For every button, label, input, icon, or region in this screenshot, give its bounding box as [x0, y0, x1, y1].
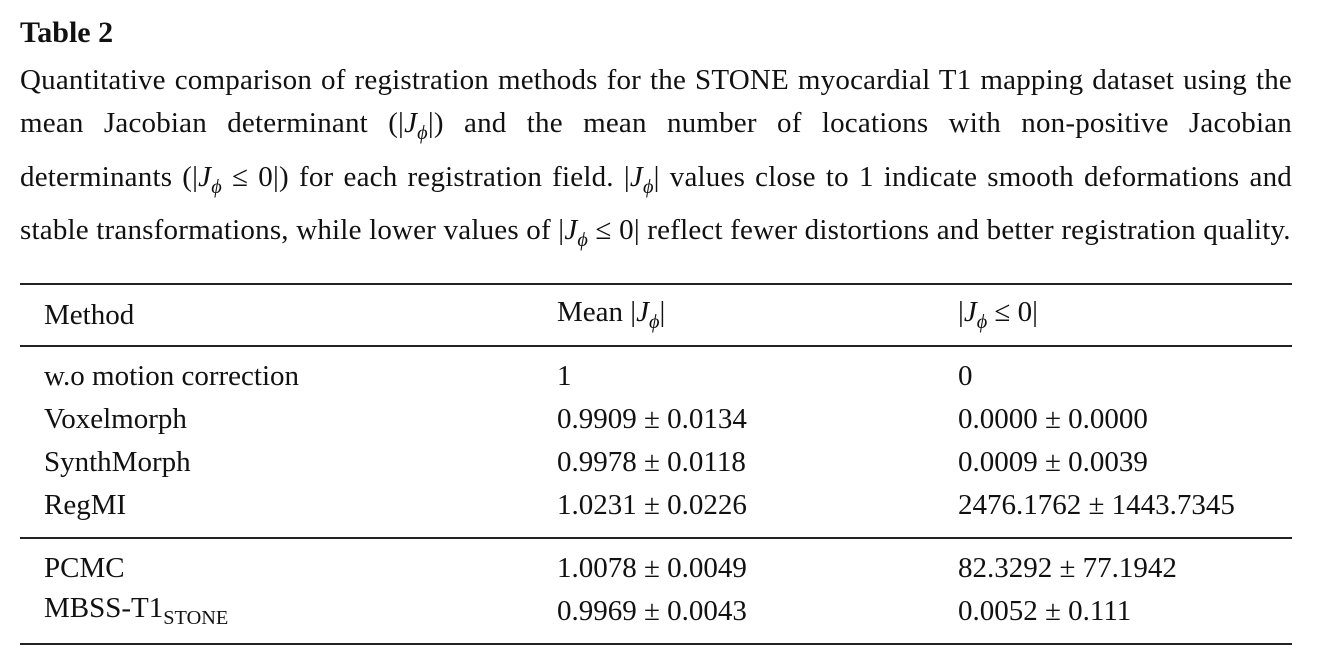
text-run: Quantitative comparison of registration … [20, 64, 1292, 140]
header-row: Method Mean |Jϕ| |Jϕ ≤ 0| [20, 283, 1292, 347]
text-run: SynthMorph [44, 446, 191, 478]
symbol: J [963, 295, 977, 328]
text-run: Mean | [557, 295, 637, 328]
text-run: 2476.1762 ± 1443.7345 [958, 489, 1235, 521]
text-run: | [659, 295, 666, 328]
subscript: ϕ [211, 175, 222, 198]
symbol: MBSS-T1 [44, 592, 164, 625]
subscript: ϕ [976, 311, 988, 334]
table-cell: Voxelmorph [20, 398, 557, 441]
subscript: STONE [163, 607, 229, 630]
text-run: Method [44, 298, 135, 331]
text-run: 0.9969 ± 0.0043 [557, 595, 747, 627]
text-run: 82.3292 ± 77.1942 [958, 552, 1177, 584]
table-cell: 1.0078 ± 0.0049 [557, 538, 958, 590]
symbol: J [198, 160, 212, 193]
table-cell: 0.0009 ± 0.0039 [958, 441, 1292, 484]
text-run: Voxelmorph [44, 403, 187, 435]
table-row: RegMI 1.0231 ± 0.0226 2476.1762 ± 1443.734… [20, 484, 1292, 539]
table-cell: 0.9969 ± 0.0043 [557, 590, 958, 645]
column-header: Mean |Jϕ| [557, 283, 958, 347]
table-cell: w.o motion correction [20, 346, 557, 398]
symbol: J [564, 214, 578, 247]
data-table: Method Mean |Jϕ| |Jϕ ≤ 0| w.o motion correc… [20, 283, 1292, 645]
text-run: ≤ 0|) for each registration field. | [221, 160, 630, 193]
table-cell: RegMI [20, 484, 557, 539]
table-title: Table 2 [20, 16, 114, 49]
table-cell: PCMC [20, 538, 557, 590]
column-header: |Jϕ ≤ 0| [958, 283, 1292, 347]
table-row: PCMC 1.0078 ± 0.0049 82.3292 ± 77.1942 [20, 538, 1292, 590]
table-cell: 82.3292 ± 77.1942 [958, 538, 1292, 590]
table-cell: 0.0052 ± 0.111 [958, 590, 1292, 645]
table-row: SynthMorph 0.9978 ± 0.0118 0.0009 ± 0.0039 [20, 441, 1292, 484]
table-cell: MBSS-T1STONE [20, 590, 557, 645]
subscript: ϕ [417, 122, 428, 145]
text-run: 0 [958, 360, 973, 392]
text-run: 0.9978 ± 0.0118 [557, 446, 746, 478]
table-row: w.o motion correction 1 0 [20, 346, 1292, 398]
text-run: w.o motion correction [44, 360, 300, 392]
text-run: 1.0078 ± 0.0049 [557, 552, 747, 584]
table-cell: SynthMorph [20, 441, 557, 484]
text-run: | values close to 1 indicate smooth defo… [20, 160, 1292, 247]
table-cell: 2476.1762 ± 1443.7345 [958, 484, 1292, 539]
text-run: |) and the mean number of locations with… [20, 107, 1292, 193]
table-cell: 0.0000 ± 0.0000 [958, 398, 1292, 441]
text-run: 0.9909 ± 0.0134 [557, 403, 747, 435]
subscript: ϕ [577, 229, 589, 252]
table-caption: Quantitative comparison of registration … [20, 59, 1292, 262]
column-header: Method [20, 283, 557, 347]
symbol: J [636, 295, 649, 328]
subscript: ϕ [642, 175, 654, 198]
text-run: 1.0231 ± 0.0226 [557, 489, 747, 521]
symbol: J [404, 107, 418, 140]
subscript: ϕ [648, 311, 660, 334]
table-cell: 0.9909 ± 0.0134 [557, 398, 958, 441]
text-run: | [958, 295, 964, 328]
text-run: RegMI [44, 489, 127, 521]
table-cell: 0 [958, 346, 1292, 398]
table-cell: 1.0231 ± 0.0226 [557, 484, 958, 539]
symbol: J [629, 160, 643, 193]
table-row: MBSS-T1STONE 0.9969 ± 0.0043 0.0052 ± 0.11… [20, 590, 1292, 645]
text-run: ≤ 0| reflect fewer distortions and bette… [588, 214, 1291, 247]
text-run: PCMC [44, 552, 125, 584]
text-run: 0.0000 ± 0.0000 [958, 403, 1148, 435]
text-run: 0.0052 ± 0.111 [958, 595, 1132, 627]
table-cell: 1 [557, 346, 958, 398]
text-run: 1 [557, 360, 572, 392]
table-cell: 0.9978 ± 0.0118 [557, 441, 958, 484]
text-run: 0.0009 ± 0.0039 [958, 446, 1148, 478]
text-run: ≤ 0| [987, 295, 1038, 328]
table-row: Voxelmorph 0.9909 ± 0.0134 0.0000 ± 0.0000 [20, 398, 1292, 441]
